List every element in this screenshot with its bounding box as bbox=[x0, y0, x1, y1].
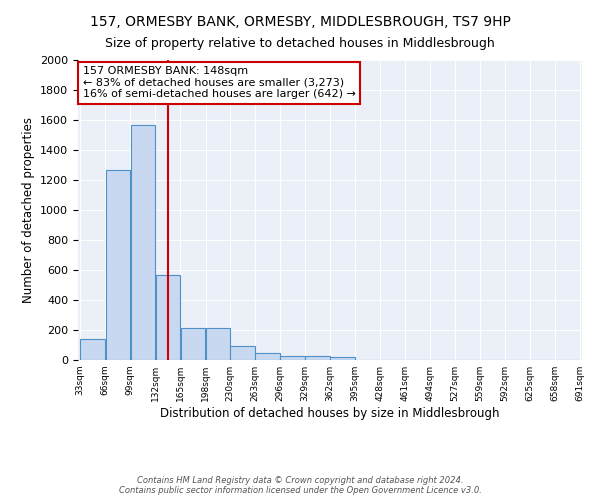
Bar bbox=[155, 274, 180, 360]
Text: Size of property relative to detached houses in Middlesbrough: Size of property relative to detached ho… bbox=[105, 38, 495, 51]
Bar bbox=[181, 328, 205, 360]
Text: 157 ORMESBY BANK: 148sqm
← 83% of detached houses are smaller (3,273)
16% of sem: 157 ORMESBY BANK: 148sqm ← 83% of detach… bbox=[83, 66, 355, 99]
Bar bbox=[280, 356, 305, 360]
Y-axis label: Number of detached properties: Number of detached properties bbox=[22, 117, 35, 303]
Bar bbox=[106, 170, 130, 360]
Bar bbox=[255, 352, 280, 360]
Bar bbox=[330, 357, 355, 360]
Bar bbox=[80, 339, 105, 360]
Bar bbox=[230, 346, 254, 360]
Bar bbox=[206, 328, 230, 360]
Text: Contains HM Land Registry data © Crown copyright and database right 2024.
Contai: Contains HM Land Registry data © Crown c… bbox=[119, 476, 481, 495]
Bar bbox=[131, 124, 155, 360]
Bar bbox=[305, 356, 330, 360]
X-axis label: Distribution of detached houses by size in Middlesbrough: Distribution of detached houses by size … bbox=[160, 407, 500, 420]
Text: 157, ORMESBY BANK, ORMESBY, MIDDLESBROUGH, TS7 9HP: 157, ORMESBY BANK, ORMESBY, MIDDLESBROUG… bbox=[89, 15, 511, 29]
